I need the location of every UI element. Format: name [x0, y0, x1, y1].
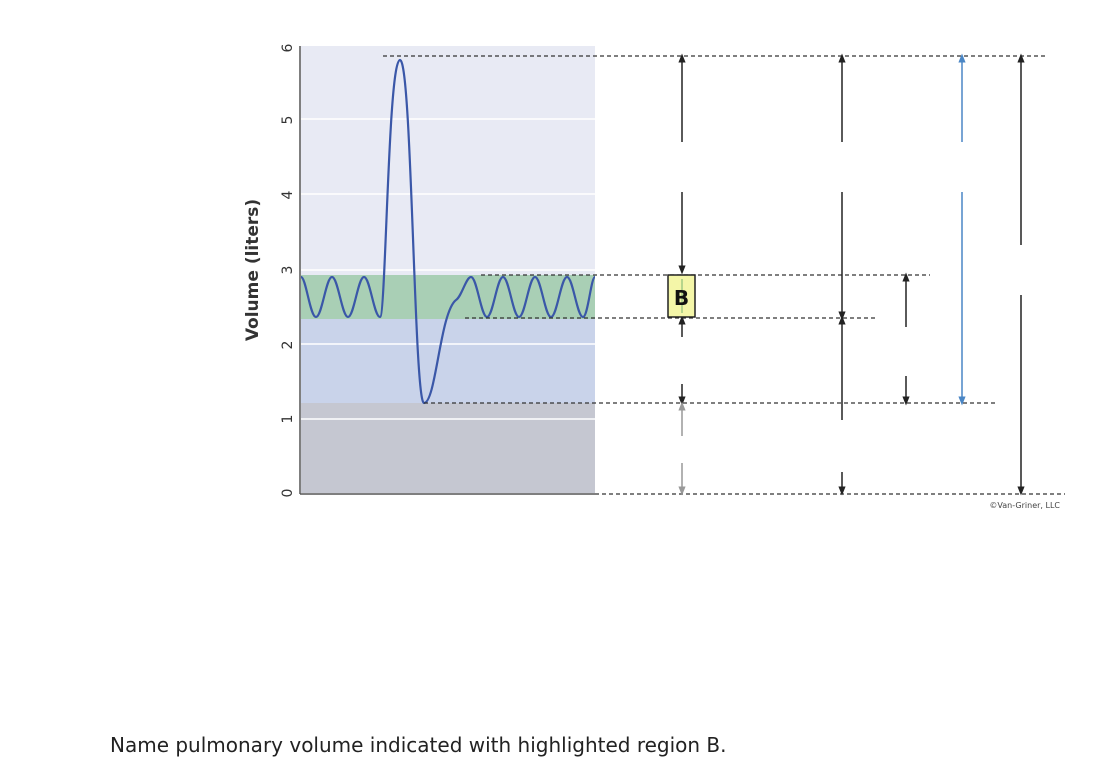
residual-band [301, 403, 595, 493]
y-tick-0: 0 [280, 489, 296, 498]
y-tick-1: 1 [280, 415, 296, 424]
middle-band [301, 319, 595, 403]
upper-band [301, 46, 595, 275]
y-tick-4: 4 [280, 190, 296, 199]
gridlines [301, 118, 595, 420]
y-tick-2: 2 [280, 341, 296, 350]
y-axis-label: Volume (liters) [243, 199, 263, 341]
highlight-label-b: B [674, 286, 689, 310]
y-tick-labels: 0 1 2 3 4 5 6 [280, 43, 296, 497]
question-text: Name pulmonary volume indicated with hig… [110, 733, 727, 757]
copyright-text: ©Van-Griner, LLC [989, 501, 1060, 510]
breathing-trace [299, 58, 597, 405]
spirogram-diagram: 0 1 2 3 4 5 6 Volume (liters) B [243, 43, 1065, 510]
y-tick-3: 3 [280, 266, 296, 275]
y-tick-5: 5 [280, 116, 296, 125]
reference-lines [383, 55, 1065, 495]
y-tick-6: 6 [280, 43, 296, 52]
